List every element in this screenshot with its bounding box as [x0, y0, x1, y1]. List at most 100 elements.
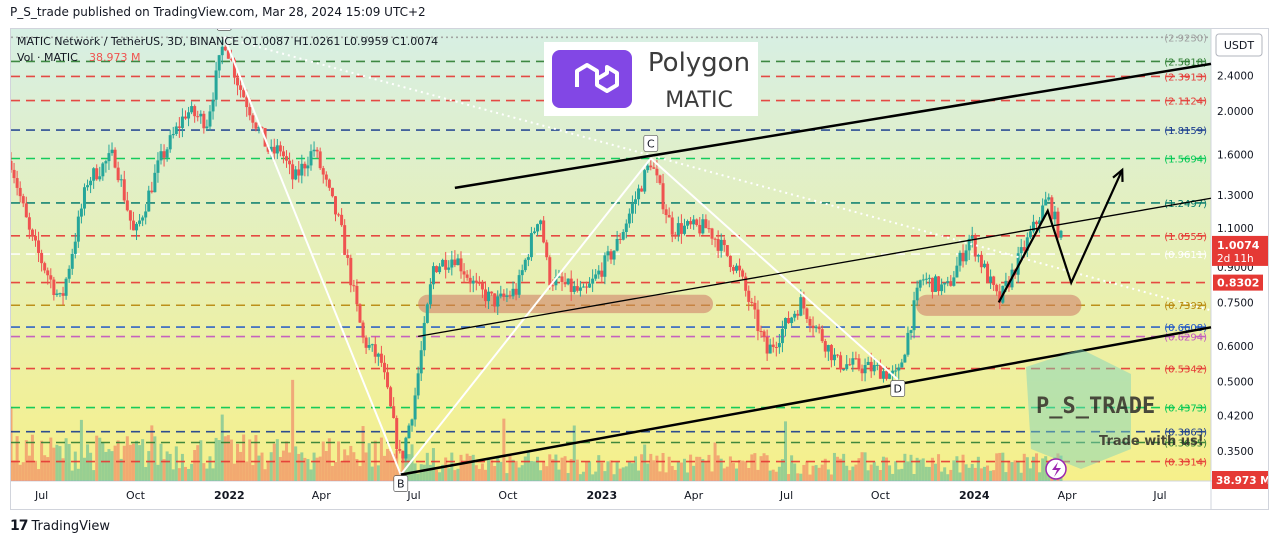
candle-body: [419, 350, 423, 374]
price-chart[interactable]: (2.9230) (2.5818) (2.3913) (2.1124) (1.8159)…: [11, 29, 1268, 509]
candle-body: [58, 293, 62, 295]
price-tick: 0.5000: [1217, 376, 1254, 388]
candle-body: [447, 267, 451, 270]
candle-body: [73, 241, 77, 254]
candle-body: [927, 277, 931, 279]
candle-body: [21, 196, 25, 204]
volume-bar: [906, 461, 910, 481]
candle-body: [340, 214, 344, 226]
candle-body: [643, 170, 647, 192]
volume-bar: [820, 464, 824, 481]
volume-bar: [229, 439, 233, 481]
volume-bar: [242, 434, 246, 481]
volume-bar: [364, 452, 368, 481]
volume-bar: [793, 463, 797, 481]
candle-body: [398, 449, 402, 451]
fib-level-label: (1.2497): [1164, 199, 1207, 210]
volume-bar: [649, 453, 653, 481]
candle-body: [171, 133, 175, 136]
candle-body: [878, 364, 882, 379]
candle-body: [392, 406, 396, 419]
volume-tag: [1212, 471, 1268, 489]
candle-body: [422, 322, 426, 351]
candle-body: [275, 145, 279, 154]
candle-body: [909, 330, 913, 333]
time-axis-background: [11, 481, 1211, 509]
volume-bar: [713, 442, 717, 481]
currency-button[interactable]: [1215, 33, 1263, 57]
candle-body: [309, 151, 313, 166]
candle-body: [1022, 247, 1026, 251]
volume-bar: [1028, 468, 1032, 481]
candle-body: [300, 163, 304, 176]
candle-body: [465, 274, 469, 278]
volume-bar: [796, 473, 800, 481]
candle-body: [496, 296, 500, 307]
candle-body: [1019, 247, 1023, 254]
volume-bar: [548, 454, 552, 481]
candle-body: [474, 280, 478, 283]
candle-body: [205, 126, 209, 129]
volume-bar: [643, 444, 647, 481]
volume-bar: [98, 437, 102, 481]
volume-bar: [756, 469, 760, 481]
candle-body: [566, 278, 570, 285]
time-tick: 2024: [959, 489, 990, 502]
candle-body: [128, 210, 132, 221]
candle-body: [542, 220, 546, 243]
candle-body: [315, 149, 319, 152]
candle-body: [698, 224, 702, 234]
chart-frame[interactable]: (2.9230) (2.5818) (2.3913) (2.1124) (1.8159)…: [10, 28, 1269, 510]
volume-bar: [156, 464, 160, 481]
candle-body: [98, 176, 102, 180]
volume-bar: [621, 467, 625, 481]
volume-bar: [848, 470, 852, 481]
volume-bar: [529, 460, 533, 481]
volume-bar: [952, 460, 956, 481]
candle-body: [226, 50, 230, 59]
volume-bar: [1041, 458, 1045, 481]
brand-card-title: Polygon: [648, 48, 750, 78]
candle-body: [545, 242, 549, 258]
volume-bar: [232, 463, 236, 481]
volume-bar: [930, 457, 934, 481]
candle-body: [735, 265, 739, 271]
volume-bar: [670, 465, 674, 481]
candle-body: [101, 163, 105, 177]
candle-body: [150, 190, 154, 193]
volume-bar: [863, 452, 867, 481]
volume-bar: [37, 469, 41, 481]
volume-bar: [422, 464, 426, 481]
candle-body: [903, 354, 907, 363]
volume-bar: [701, 459, 705, 481]
candle-body: [563, 282, 567, 285]
currency-label: USDT: [1224, 39, 1255, 52]
volume-bar: [747, 467, 751, 481]
candle-body: [517, 275, 521, 295]
volume-bar: [658, 471, 662, 481]
volume-bar: [174, 446, 178, 481]
tradingview-footer[interactable]: 17 TradingView: [10, 518, 110, 534]
volume-bar: [857, 458, 861, 481]
candle-body: [248, 107, 252, 116]
candle-body: [217, 55, 221, 71]
candle-body: [1004, 280, 1008, 286]
candle-body: [551, 285, 555, 287]
volume-bar: [878, 470, 882, 481]
candle-body: [820, 329, 824, 342]
candle-body: [912, 300, 916, 331]
candle-body: [131, 220, 135, 231]
candle-body: [55, 293, 59, 296]
candle-body: [349, 257, 353, 286]
watermark-subtitle: Trade with us!: [1099, 434, 1204, 449]
volume-bar: [787, 474, 791, 481]
volume-bar: [220, 414, 224, 481]
volume-bar: [278, 456, 282, 481]
fib-level-label: (0.6608): [1164, 323, 1207, 334]
candle-body: [826, 345, 830, 352]
volume-bar: [324, 451, 328, 481]
volume-bar: [208, 456, 212, 481]
volume-bar: [854, 464, 858, 481]
volume-bar: [493, 466, 497, 481]
volume-bar: [992, 470, 996, 481]
